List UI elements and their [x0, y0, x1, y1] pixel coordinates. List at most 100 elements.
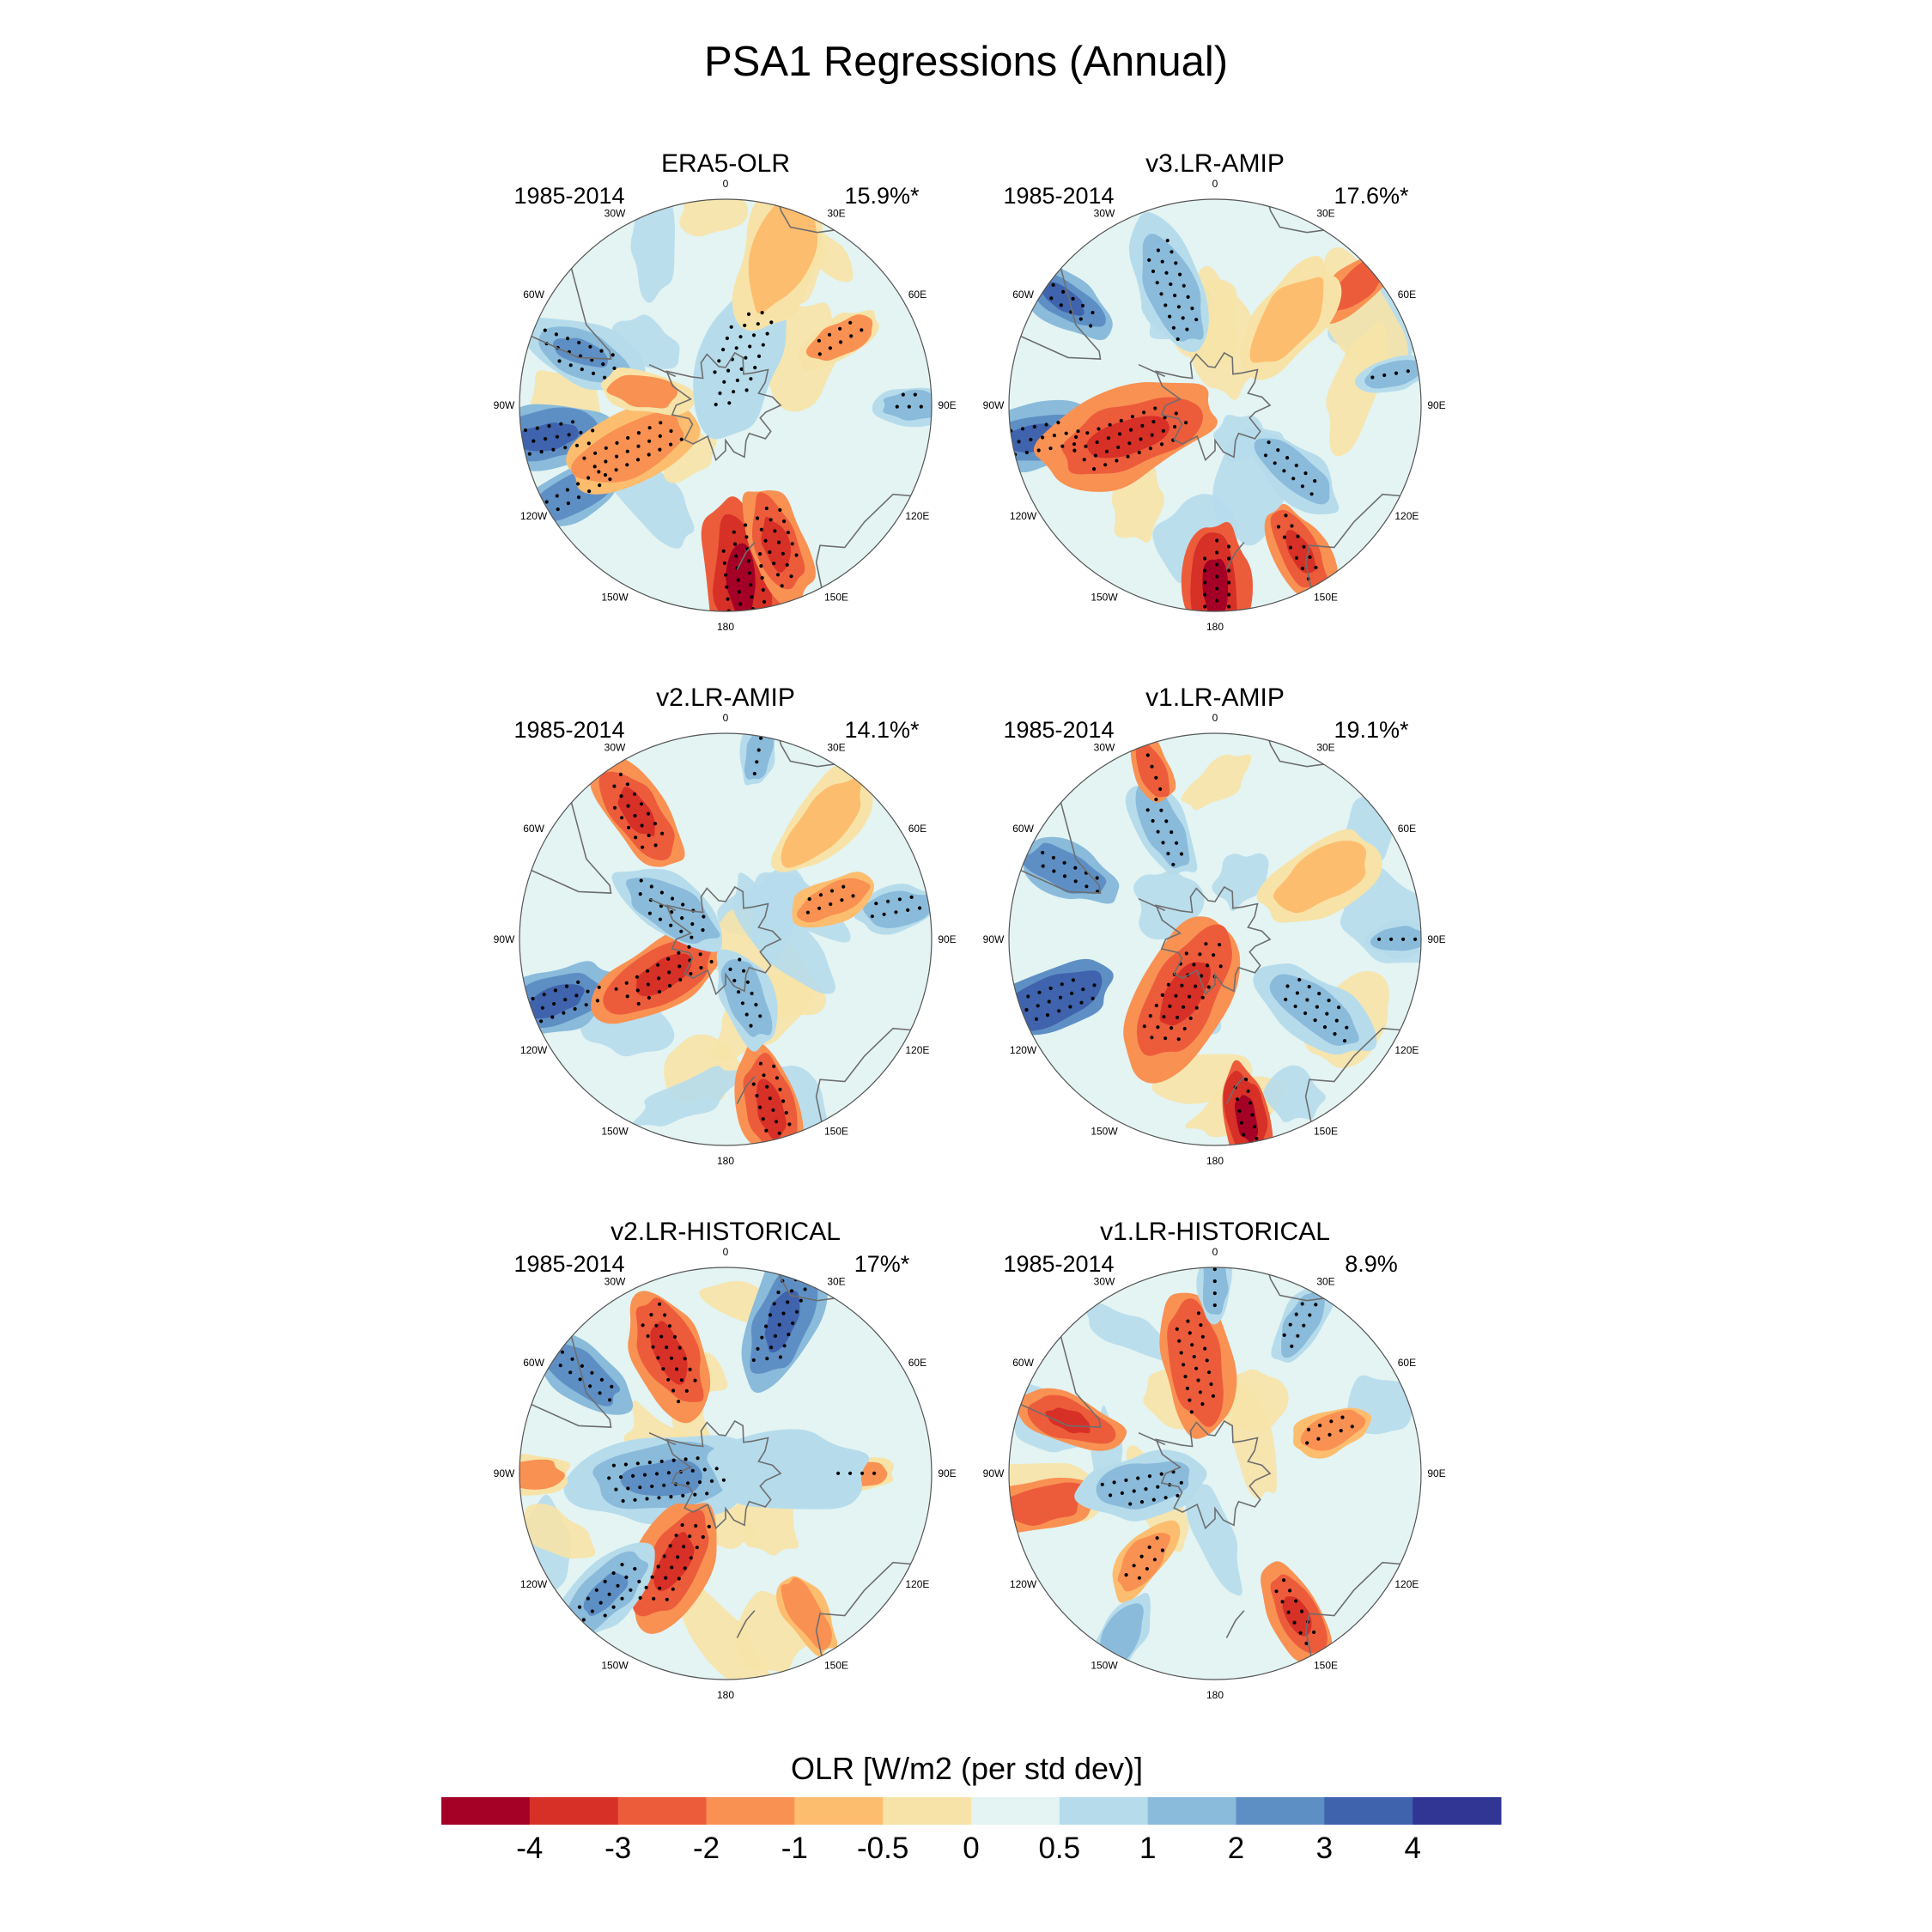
- anomaly-core: [571, 412, 684, 483]
- longitude-label: 120E: [905, 510, 929, 522]
- period-label: 1985-2014: [513, 1251, 624, 1277]
- colorbar-swatch: [617, 1797, 707, 1825]
- longitude-label: 150W: [1091, 591, 1118, 603]
- longitude-label: 60W: [1012, 289, 1034, 301]
- significance-stippling: [1013, 753, 1418, 1145]
- colorbar-tick-label: 1: [1139, 1832, 1156, 1865]
- south-america-coast: [1009, 245, 1102, 360]
- longitude-label: 120W: [520, 1044, 548, 1056]
- longitude-label: 120E: [1394, 1044, 1419, 1056]
- anomaly-core: [1364, 360, 1421, 389]
- longitude-label: 180: [717, 621, 734, 633]
- longitude-label: 90E: [1427, 1467, 1445, 1479]
- longitude-label: 60E: [1398, 823, 1416, 835]
- longitude-label: 90W: [494, 1467, 515, 1479]
- longitude-label: 30E: [1316, 208, 1334, 220]
- australia-coast: [1304, 1027, 1412, 1133]
- colorbar-tick-label: -4: [516, 1832, 543, 1865]
- colorbar-swatch: [1236, 1797, 1325, 1825]
- longitude-label: 120E: [905, 1578, 929, 1590]
- antarctica-coast: [665, 351, 782, 462]
- longitude-label: 60E: [908, 289, 927, 301]
- colorbar-swatch: [441, 1797, 531, 1825]
- australia-coast: [815, 1027, 922, 1133]
- explained-variance: 15.9%*: [844, 183, 920, 209]
- longitude-label: 30W: [1094, 1276, 1115, 1288]
- coastlines: [1009, 733, 1412, 1133]
- colorbar-swatch: [794, 1797, 884, 1825]
- longitude-label: 60E: [1398, 289, 1416, 301]
- longitude-label: 0: [723, 178, 729, 190]
- anomaly-core: [1273, 841, 1367, 914]
- anomaly-core: [796, 878, 871, 923]
- olr-field: [1009, 733, 1421, 1145]
- longitude-label: 120E: [905, 1044, 929, 1056]
- longitude-label: 120W: [1010, 510, 1037, 522]
- australia-coast: [815, 493, 922, 598]
- longitude-label: 150E: [824, 1659, 848, 1671]
- longitude-label: 90E: [938, 399, 956, 411]
- longitude-label: 90E: [938, 933, 956, 945]
- antarctica-coast: [665, 885, 782, 996]
- map-boundary: [1008, 198, 1422, 612]
- colorbar-tick-label: 0: [963, 1832, 979, 1865]
- map-panel-v3amip: v3.LR-AMIP 1985-2014 17.6%* 0 30E 60E 90E 120E 1…: [983, 149, 1446, 633]
- anomaly-core: [606, 374, 678, 409]
- anomaly-core: [1300, 1409, 1366, 1451]
- colorbar: OLR [W/m2 (per std dev)] -4 -3 -2 -1 -0.5 0 0.…: [441, 1751, 1502, 1865]
- longitude-label: 30E: [827, 742, 845, 754]
- figure-title: PSA1 Regressions (Annual): [704, 39, 1228, 85]
- significance-stippling: [519, 736, 922, 1145]
- panel-title: ERA5-OLR: [661, 149, 790, 178]
- map-panel-v1hist: v1.LR-HISTORICAL 1985-2014 8.9% 0 30E 60E 90E 1…: [983, 1218, 1446, 1701]
- explained-variance: 17.6%*: [1334, 183, 1409, 209]
- panel-title: v1.LR-AMIP: [1145, 683, 1285, 712]
- longitude-label: 150W: [601, 1659, 629, 1671]
- olr-field: [1009, 199, 1421, 611]
- australia-coast: [1304, 1561, 1412, 1667]
- longitude-label: 150W: [601, 1125, 629, 1137]
- antarctica-coast: [665, 1419, 782, 1530]
- longitude-label: 30W: [1094, 208, 1115, 220]
- longitude-label: 180: [1206, 621, 1224, 633]
- new-zealand-coast: [1225, 542, 1245, 570]
- longitude-label: 30E: [827, 1276, 845, 1288]
- anomaly-core: [781, 776, 863, 868]
- longitude-label: 120W: [520, 510, 548, 522]
- anomaly-core: [1202, 1267, 1229, 1315]
- colorbar-tick-label: 3: [1316, 1832, 1333, 1865]
- south-america-coast: [1009, 779, 1102, 894]
- longitude-label: 90W: [983, 399, 1005, 411]
- longitude-label: 30W: [1094, 742, 1115, 754]
- significance-stippling: [1009, 239, 1410, 611]
- longitude-label: 60E: [908, 1357, 927, 1369]
- colorbar-tick-label: -3: [605, 1832, 631, 1865]
- map-boundary: [519, 732, 933, 1146]
- significance-stippling: [519, 311, 932, 611]
- longitude-label: 90E: [938, 1467, 956, 1479]
- longitude-label: 120W: [1010, 1044, 1037, 1056]
- south-america-coast: [1009, 1313, 1102, 1428]
- map-boundary: [1008, 732, 1422, 1146]
- anomaly-core: [626, 877, 720, 945]
- longitude-label: 150E: [824, 591, 848, 603]
- colorbar-tick-label: -2: [693, 1832, 720, 1865]
- anomaly-core: [1117, 1533, 1171, 1592]
- longitude-label: 30E: [827, 208, 845, 220]
- map-boundary: [519, 1267, 933, 1680]
- colorbar-tick-label: -1: [781, 1832, 808, 1865]
- new-zealand-coast: [736, 542, 756, 570]
- longitude-label: 120W: [1010, 1578, 1037, 1590]
- olr-field: [1009, 1267, 1421, 1680]
- longitude-label: 180: [717, 1155, 734, 1167]
- explained-variance: 19.1%*: [1334, 717, 1409, 743]
- australia-coast: [815, 1561, 922, 1667]
- coastlines: [519, 1267, 922, 1667]
- longitude-label: 30E: [1316, 742, 1334, 754]
- anomaly-core: [720, 1442, 860, 1505]
- explained-variance: 17%*: [854, 1251, 910, 1277]
- period-label: 1985-2014: [1003, 717, 1114, 743]
- anomaly-core: [781, 1577, 832, 1650]
- explained-variance: 14.1%*: [844, 717, 920, 743]
- longitude-label: 150W: [1091, 1125, 1118, 1137]
